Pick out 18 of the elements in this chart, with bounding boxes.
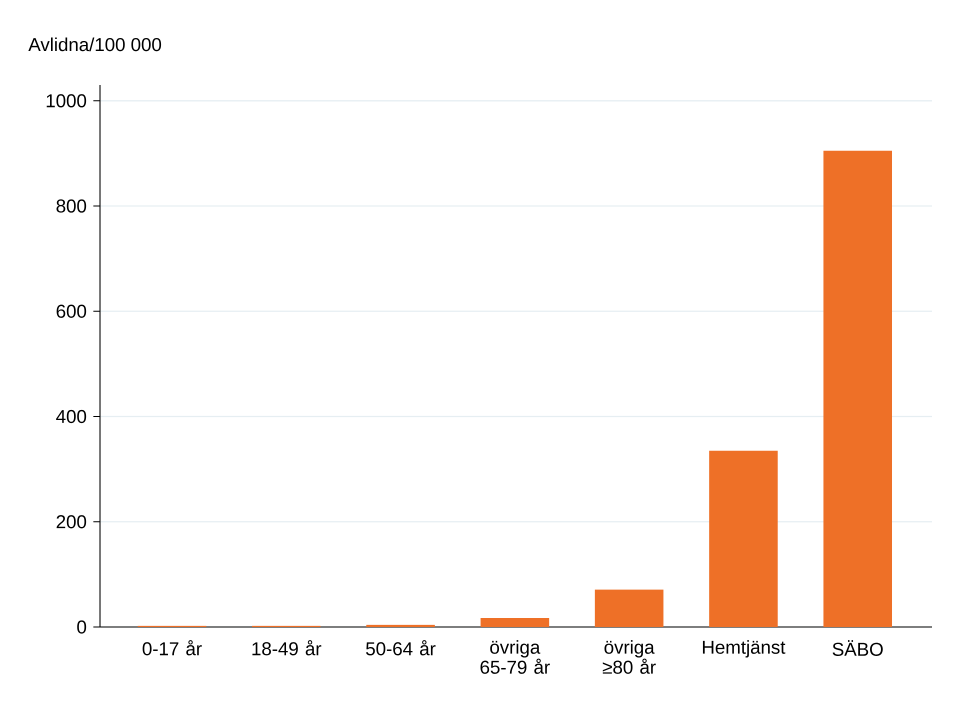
y-tick-label: 800 [56, 199, 86, 213]
y-tick-label: 1000 [46, 94, 86, 108]
y-tick-label: 0 [77, 620, 86, 634]
y-tick-label: 400 [56, 410, 86, 424]
bar [709, 450, 778, 627]
x-tick-label: övriga 65-79 år [480, 640, 550, 674]
bar [823, 150, 892, 627]
bar [480, 618, 550, 627]
x-tick-label: Hemtjänst [702, 640, 786, 658]
x-tick-label: 18-49 år [252, 640, 322, 656]
x-tick-label: övriga ≥80 år [602, 640, 656, 674]
y-tick-label: 600 [56, 304, 86, 318]
y-tick-label: 200 [56, 515, 86, 528]
bar [594, 590, 664, 627]
y-axis-title: Avlidna/100 000 [28, 37, 162, 52]
x-tick-label: 0-17 år [142, 640, 202, 656]
x-tick-label: 50-64 år [366, 640, 436, 656]
x-tick-label: SÄBO [832, 640, 883, 656]
